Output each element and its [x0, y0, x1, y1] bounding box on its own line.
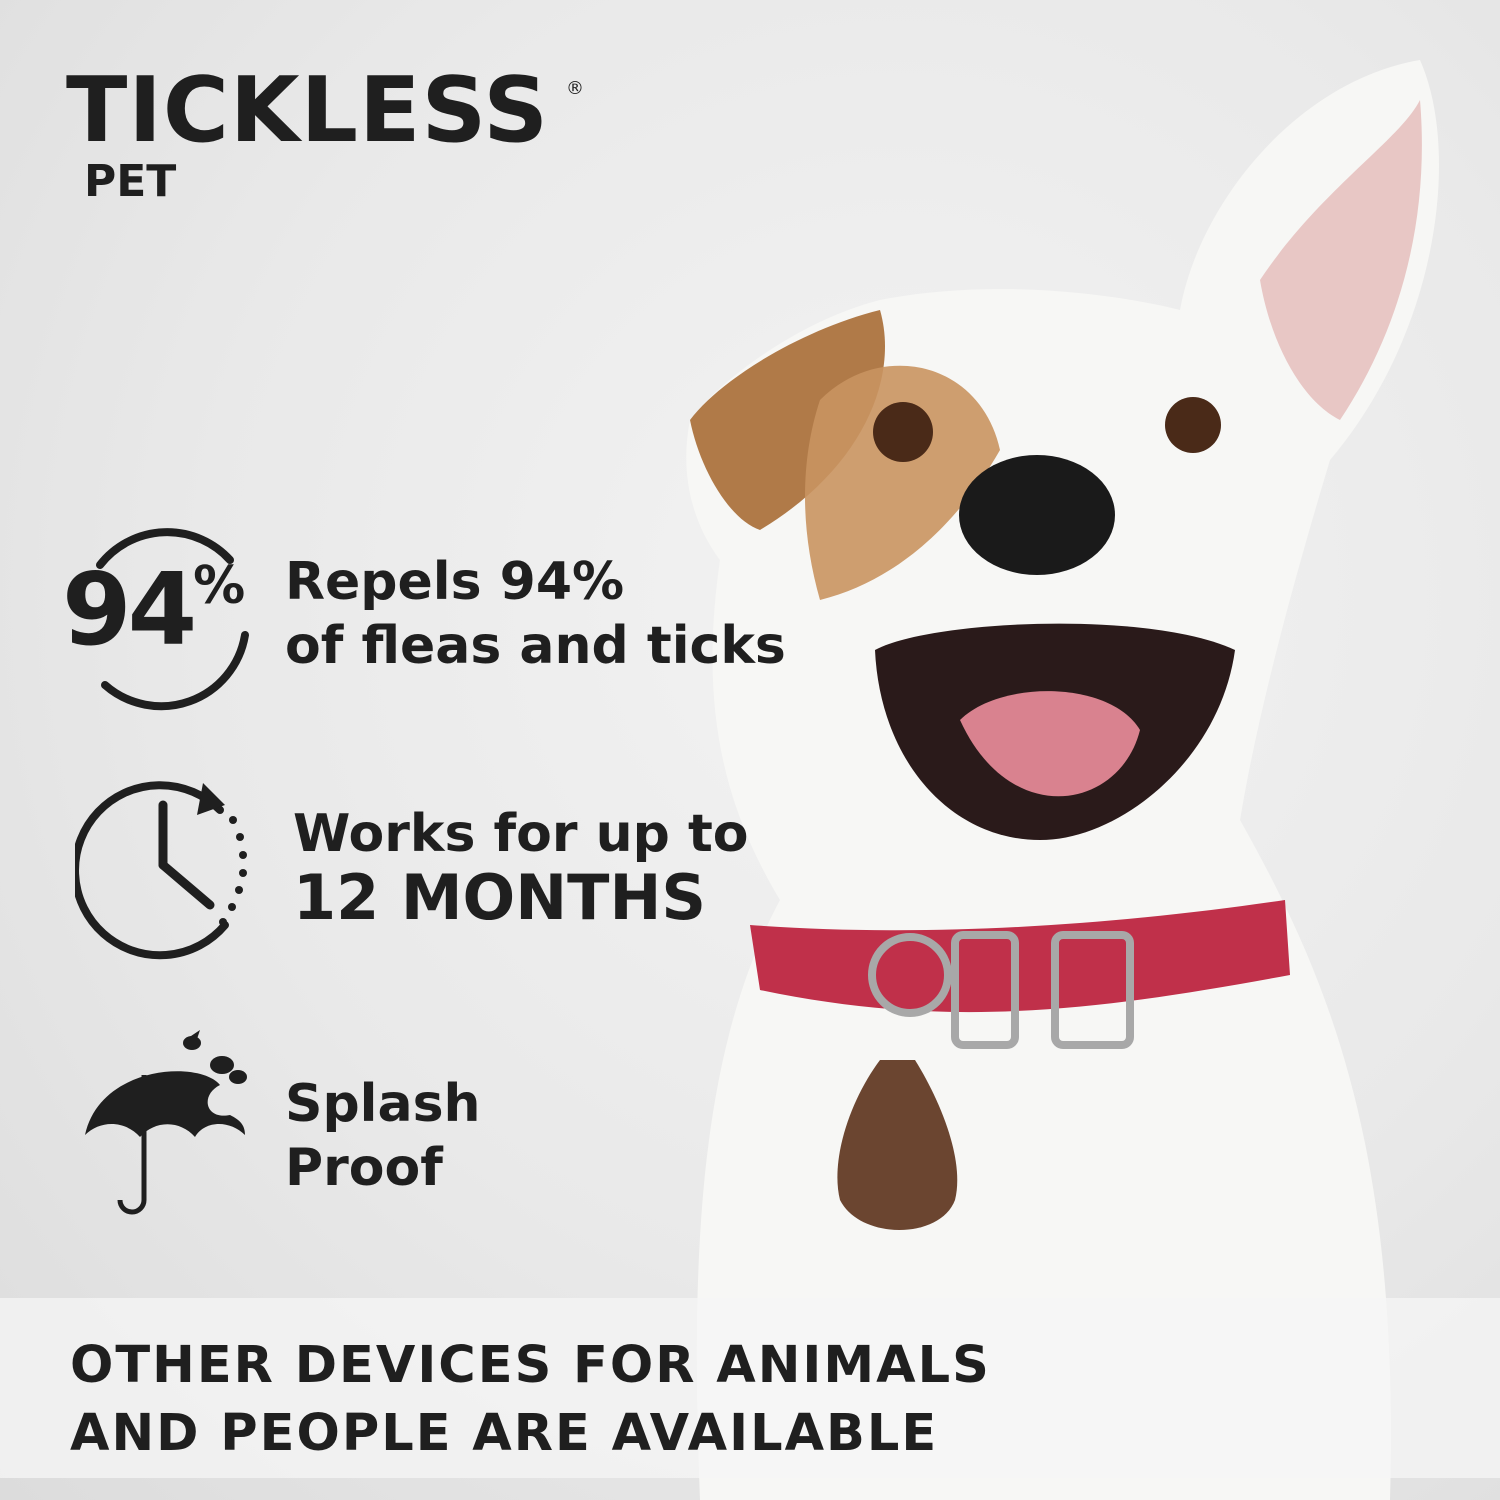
feature-repels: Repels 94% of fleas and ticks	[285, 550, 786, 678]
feature-splash: Splash Proof	[285, 1072, 481, 1200]
feature-duration: Works for up to 12 MONTHS	[293, 802, 749, 930]
footer-line1: OTHER DEVICES FOR ANIMALS	[70, 1336, 991, 1395]
feature-line1: Repels 94%	[285, 552, 625, 612]
feature-line1: Splash	[285, 1074, 481, 1134]
badge-94: 94%	[62, 560, 245, 660]
feature-line2: 12 MONTHS	[293, 861, 706, 934]
percent-circle-icon	[96, 528, 249, 711]
brand-name: TICKLESS	[66, 58, 550, 163]
registered-mark: ®	[566, 78, 584, 99]
tickless-device	[837, 1060, 958, 1230]
badge-percent: %	[193, 556, 246, 616]
feature-line2: Proof	[285, 1138, 443, 1198]
badge-number: 94	[62, 551, 197, 668]
footer-band	[0, 1298, 1500, 1478]
product-line: PET	[84, 156, 177, 207]
feature-line2: of fleas and ticks	[285, 616, 786, 676]
umbrella-rain-icon	[85, 1030, 247, 1215]
feature-line1: Works for up to	[293, 804, 749, 864]
footer-text: OTHER DEVICES FOR ANIMALS AND PEOPLE ARE…	[70, 1332, 991, 1468]
clock-cycle-icon	[75, 781, 247, 960]
footer-line2: AND PEOPLE ARE AVAILABLE	[70, 1404, 939, 1463]
